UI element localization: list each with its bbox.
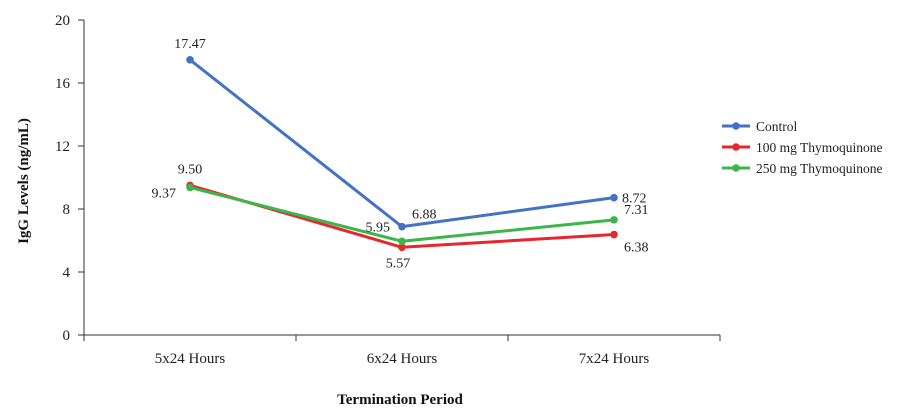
y-tick-label: 0 [63,328,71,344]
data-point [610,193,618,202]
x-axis-title: Termination Period [337,392,463,408]
y-axis-title: IgG Levels (ng/mL) [16,118,32,244]
data-point [186,183,194,192]
data-point [610,230,618,239]
data-point [398,222,406,231]
legend-swatch-marker [732,164,740,172]
x-tick-label: 5x24 Hours [155,351,226,367]
data-label: 6.38 [624,241,649,256]
data-label: 6.88 [412,208,437,223]
data-point [398,243,406,252]
legend-swatch-marker [732,122,740,130]
data-labels: 17.47 6.88 8.72 9.50 5.57 6.38 9.37 5.95 7.31 [152,37,649,271]
y-tick-label: 12 [55,139,70,155]
data-point [610,216,618,224]
legend: Control 100 mg Thymoquinone 250 mg Thymoqu… [722,119,883,176]
y-tick-label: 20 [55,13,70,29]
series-lines [186,56,618,252]
data-point [186,56,194,64]
x-tick-label: 6x24 Hours [367,351,438,367]
data-label: 17.47 [174,37,206,52]
data-label: 9.37 [152,186,177,201]
data-label: 5.95 [366,220,391,235]
data-label: 5.57 [386,256,411,271]
axes [83,20,720,336]
y-tick-label: 8 [63,202,71,218]
legend-label: 100 mg Thymoquinone [756,140,883,155]
legend-label: Control [756,119,798,134]
series-line [189,58,615,229]
legend-label: 250 mg Thymoquinone [756,161,883,176]
y-ticks: 0 4 8 12 16 20 [55,13,84,344]
x-ticks: 5x24 Hours 6x24 Hours 7x24 Hours [83,335,721,367]
data-label: 8.72 [622,192,647,207]
data-label: 9.50 [178,162,203,177]
data-label: 7.31 [624,203,649,218]
legend-swatch-marker [732,143,740,151]
y-tick-label: 16 [55,76,71,92]
series-line [189,185,615,243]
data-point [398,237,406,246]
x-tick-label: 7x24 Hours [579,351,650,367]
y-tick-label: 4 [63,265,71,281]
